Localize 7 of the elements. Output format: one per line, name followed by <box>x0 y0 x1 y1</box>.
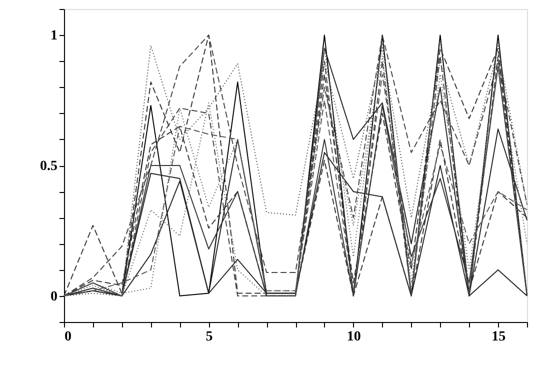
x-tick-label: 5 <box>206 330 213 344</box>
x-tick-label: 0 <box>64 330 72 344</box>
x-tick-label: 10 <box>346 330 361 344</box>
x-tick-label: 15 <box>492 330 506 344</box>
y-tick-label: 1 <box>50 28 58 44</box>
y-tick-label: 0.5 <box>40 159 58 174</box>
y-tick-label: 0 <box>50 289 58 304</box>
